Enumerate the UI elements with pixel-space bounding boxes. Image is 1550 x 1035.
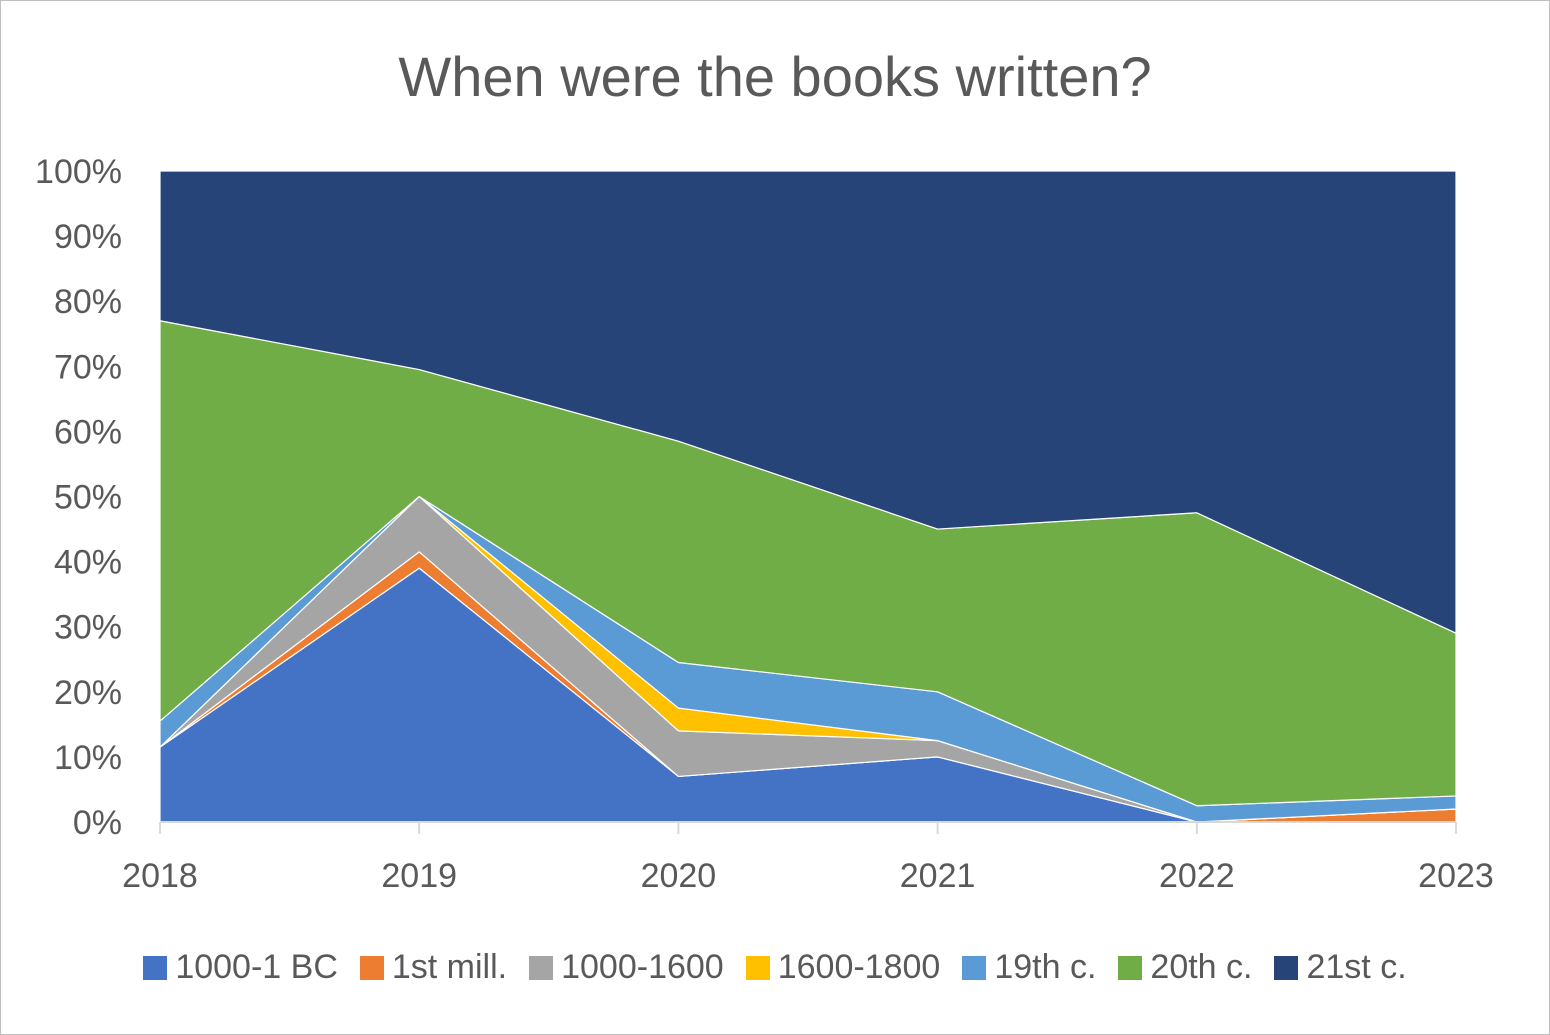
x-tick-label: 2020: [641, 857, 717, 895]
legend-item: 1st mill.: [359, 948, 508, 987]
y-tick-label: 40%: [54, 544, 122, 582]
legend-swatch: [1274, 955, 1299, 980]
y-tick-label: 90%: [54, 218, 122, 256]
legend-swatch: [745, 955, 770, 980]
x-tick-label: 2022: [1159, 857, 1235, 895]
y-tick-label: 0%: [73, 804, 122, 842]
legend-label: 1000-1600: [561, 948, 724, 986]
y-tick-label: 60%: [54, 413, 122, 451]
chart-title: When were the books written?: [398, 45, 1152, 108]
y-tick-label: 10%: [54, 739, 122, 777]
x-axis: 2018 2019 2020 2021 2022 2023: [122, 821, 1494, 895]
legend-swatch: [143, 955, 168, 980]
legend-swatch: [962, 955, 987, 980]
y-tick-label: 30%: [54, 609, 122, 647]
legend-item: 1000-1 BC: [143, 948, 338, 987]
x-tick-label: 2018: [122, 857, 198, 895]
y-tick-label: 50%: [54, 479, 122, 517]
x-tick-label: 2019: [381, 857, 457, 895]
area-series-6: [159, 170, 1457, 634]
legend-label: 1000-1 BC: [175, 948, 338, 986]
legend: 1000-1 BC 1st mill. 1000-1600 1600-1800 19th…: [0, 948, 1550, 987]
legend-swatch: [1118, 955, 1143, 980]
legend-item: 21st c.: [1274, 948, 1407, 987]
y-tick-label: 100%: [35, 153, 122, 191]
y-axis-ticks: 0% 10% 20% 30% 40% 50% 60% 70% 80% 90% 100%: [35, 153, 122, 842]
legend-item: 1600-1800: [745, 948, 941, 987]
legend-label: 1600-1800: [777, 948, 941, 986]
y-tick-label: 70%: [54, 348, 122, 386]
x-tick-label: 2023: [1418, 857, 1494, 895]
legend-item: 19th c.: [962, 948, 1096, 987]
y-tick-label: 80%: [54, 283, 122, 321]
legend-item: 20th c.: [1118, 948, 1252, 987]
legend-label: 1st mill.: [391, 948, 508, 986]
x-tick-label: 2021: [900, 857, 976, 895]
legend-swatch: [359, 955, 384, 980]
legend-label: 21st c.: [1306, 948, 1407, 986]
legend-label: 19th c.: [994, 948, 1097, 986]
area-layers: [159, 170, 1457, 823]
legend-label: 20th c.: [1150, 948, 1253, 986]
legend-swatch: [529, 955, 554, 980]
legend-item: 1000-1600: [529, 948, 724, 987]
y-tick-label: 20%: [54, 674, 122, 712]
